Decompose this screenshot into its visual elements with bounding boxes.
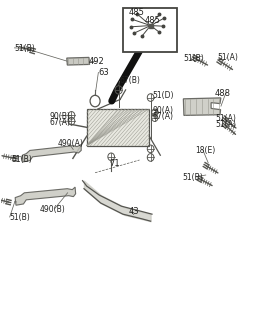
Text: 485: 485 — [128, 8, 144, 17]
Text: 90(B): 90(B) — [49, 112, 70, 121]
Polygon shape — [183, 98, 221, 116]
Bar — [87, 109, 149, 146]
Polygon shape — [15, 187, 76, 205]
Text: 485: 485 — [144, 16, 160, 25]
Text: 51(A): 51(A) — [216, 120, 237, 129]
Text: 51(B): 51(B) — [182, 173, 203, 182]
Text: 67(B): 67(B) — [119, 76, 140, 85]
Text: 51(B): 51(B) — [9, 213, 30, 222]
Text: 51(B): 51(B) — [11, 155, 32, 164]
Text: 43: 43 — [129, 207, 140, 216]
Text: 71: 71 — [109, 159, 120, 168]
Polygon shape — [22, 145, 81, 162]
Text: 63: 63 — [98, 68, 109, 76]
Text: 67(A): 67(A) — [49, 117, 70, 127]
Text: 67(A): 67(A) — [153, 112, 174, 121]
Text: 90(A): 90(A) — [153, 106, 174, 115]
Text: 18(E): 18(E) — [195, 146, 215, 155]
Polygon shape — [67, 57, 90, 65]
Text: 490(A): 490(A) — [57, 139, 83, 148]
Text: 490(B): 490(B) — [40, 205, 65, 214]
Text: 51(B): 51(B) — [183, 54, 204, 63]
Text: 51(A): 51(A) — [217, 53, 238, 62]
Text: 51(A): 51(A) — [216, 114, 237, 123]
Text: 492: 492 — [89, 57, 104, 66]
Bar — [123, 8, 177, 52]
Text: 51(B): 51(B) — [14, 44, 35, 53]
Text: 51(D): 51(D) — [153, 91, 174, 100]
Text: 488: 488 — [215, 89, 231, 98]
